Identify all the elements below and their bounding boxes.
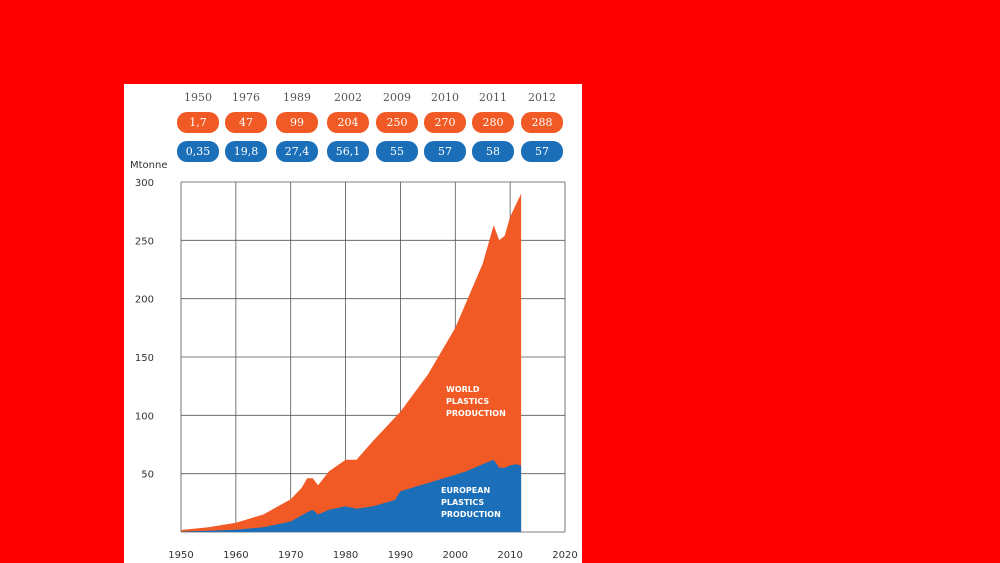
world-production-area	[181, 193, 522, 532]
y-tick-label: 250	[135, 236, 154, 247]
world-value-pill-text: 47	[239, 116, 253, 129]
europe-area-label: PLASTICS	[441, 498, 484, 507]
europe-value-pill	[225, 141, 267, 162]
world-area-label: PLASTICS	[446, 397, 489, 406]
year-header: 1950	[184, 91, 212, 104]
chart-axes: Mtonne 50 100 150 200 250 300 1950 1960 1970 1980 1…	[130, 160, 578, 561]
europe-value-pill-text: 57	[535, 145, 549, 158]
europe-value-pill-text: 0,35	[186, 145, 211, 158]
europe-value-pill	[472, 141, 514, 162]
world-value-pill	[472, 112, 514, 133]
world-value-pill	[177, 112, 219, 133]
year-header: 2002	[334, 91, 362, 104]
x-tick-label: 1970	[278, 550, 303, 561]
summary-table: 1950 1976 1989 2002 2009 2010 2011 2012 1,7 47 99 2…	[177, 91, 563, 162]
world-value-pill-text: 204	[338, 116, 359, 129]
europe-value-pill-text: 56,1	[336, 145, 361, 158]
world-value-pill	[225, 112, 267, 133]
world-value-pill	[276, 112, 318, 133]
europe-value-pill	[521, 141, 563, 162]
europe-value-pill-text: 58	[486, 145, 500, 158]
europe-value-pill	[424, 141, 466, 162]
europe-value-pill	[376, 141, 418, 162]
chart-areas	[181, 193, 522, 532]
year-header: 2010	[431, 91, 459, 104]
world-value-pill-text: 270	[435, 116, 456, 129]
plastics-production-chart: 1950 1976 1989 2002 2009 2010 2011 2012 1,7 47 99 2…	[130, 91, 578, 561]
year-header: 1989	[283, 91, 311, 104]
chart-panel: 1950 1976 1989 2002 2009 2010 2011 2012 1,7 47 99 2…	[124, 84, 582, 563]
x-tick-label: 2020	[552, 550, 577, 561]
world-value-pill	[424, 112, 466, 133]
europe-value-pill	[327, 141, 369, 162]
world-value-pill-text: 250	[387, 116, 408, 129]
world-value-pill-text: 1,7	[189, 116, 207, 129]
world-value-pill-text: 288	[532, 116, 553, 129]
y-tick-label: 100	[135, 411, 154, 422]
y-axis-unit-label: Mtonne	[130, 160, 168, 171]
europe-area-label: EUROPEAN	[441, 486, 490, 495]
y-tick-label: 50	[141, 470, 154, 481]
world-area-label: WORLD	[446, 385, 480, 394]
x-tick-label: 1980	[333, 550, 358, 561]
europe-area-label: PRODUCTION	[441, 510, 501, 519]
europe-value-pill-text: 27,4	[285, 145, 310, 158]
world-value-pill	[327, 112, 369, 133]
year-header: 2011	[479, 91, 507, 104]
world-area-label: PRODUCTION	[446, 409, 506, 418]
world-value-pill	[521, 112, 563, 133]
x-tick-label: 1960	[223, 550, 248, 561]
europe-value-pill-text: 19,8	[234, 145, 259, 158]
europe-production-area	[181, 459, 522, 532]
x-tick-label: 2010	[497, 550, 522, 561]
x-tick-label: 2000	[443, 550, 468, 561]
world-value-pill-text: 99	[290, 116, 304, 129]
europe-value-pill-text: 57	[438, 145, 452, 158]
area-labels: WORLD PLASTICS PRODUCTION EUROPEAN PLASTICS P…	[441, 385, 506, 519]
y-tick-label: 300	[135, 178, 154, 189]
europe-value-pill	[276, 141, 318, 162]
world-value-pill-text: 280	[483, 116, 504, 129]
year-header: 2012	[528, 91, 556, 104]
year-header: 1976	[232, 91, 260, 104]
europe-value-pill	[177, 141, 219, 162]
x-tick-label: 1990	[388, 550, 413, 561]
y-tick-label: 150	[135, 353, 154, 364]
y-tick-label: 200	[135, 295, 154, 306]
x-tick-label: 1950	[168, 550, 193, 561]
year-header: 2009	[383, 91, 411, 104]
world-value-pill	[376, 112, 418, 133]
europe-value-pill-text: 55	[390, 145, 404, 158]
